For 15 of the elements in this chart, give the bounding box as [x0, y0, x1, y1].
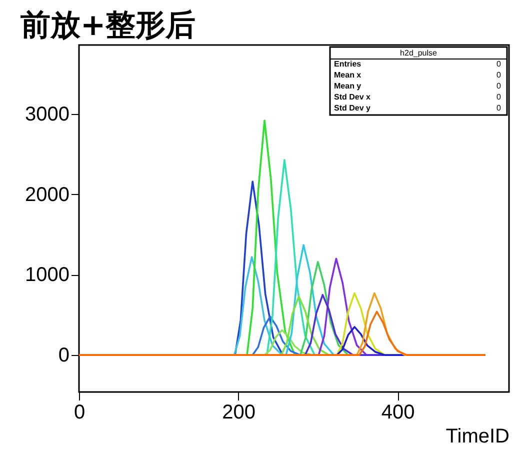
text: Std Dev x 0 — [334, 92, 501, 102]
text: Mean y 0 — [334, 82, 501, 90]
x-tick-label: 400 — [381, 402, 415, 424]
x-tick-label: 0 — [74, 402, 86, 424]
x-axis-title: TimeID — [446, 426, 510, 448]
text: Mean x 0 — [334, 70, 501, 80]
text: Std Dev y 0 — [334, 104, 501, 112]
y-tick-label: 2000 — [25, 184, 70, 206]
chart-title: 前放+整形后 — [20, 8, 196, 43]
y-tick-label: 3000 — [25, 104, 70, 126]
y-tick-label: 0 — [58, 344, 70, 367]
y-tick-label: 1000 — [25, 264, 70, 286]
x-tick-label: 200 — [222, 402, 256, 424]
text: Entries 0 — [334, 60, 501, 68]
annotation: h2d_pulse — [400, 48, 438, 58]
